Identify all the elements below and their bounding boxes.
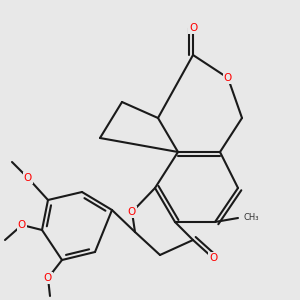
Text: CH₃: CH₃ bbox=[243, 214, 259, 223]
Text: O: O bbox=[224, 73, 232, 83]
Text: O: O bbox=[24, 173, 32, 183]
Text: O: O bbox=[209, 253, 217, 263]
Text: O: O bbox=[128, 207, 136, 217]
Text: O: O bbox=[189, 23, 197, 33]
Text: O: O bbox=[44, 273, 52, 283]
Text: O: O bbox=[18, 220, 26, 230]
